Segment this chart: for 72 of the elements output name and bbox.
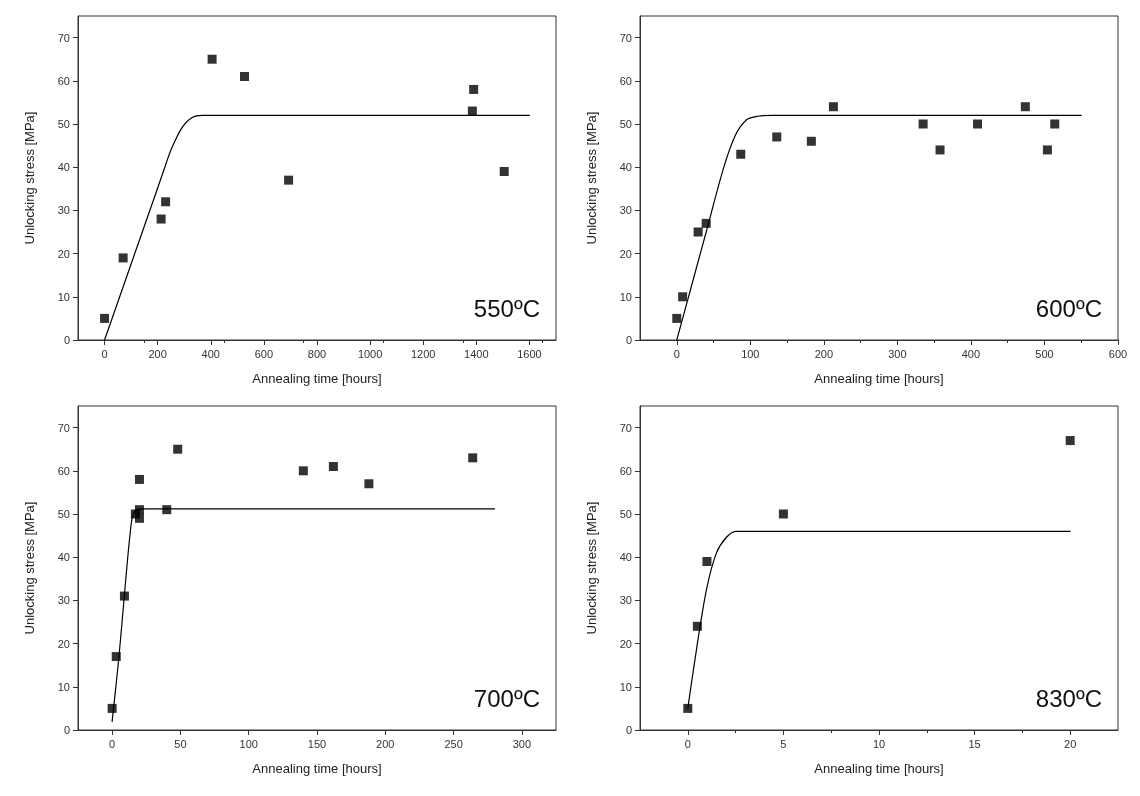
y-axis-title: Unlocking stress [MPa] — [22, 501, 37, 635]
y-tick-label: 10 — [57, 680, 70, 693]
x-tick-label: 800 — [307, 347, 327, 360]
y-tick-label: 30 — [57, 204, 70, 217]
x-tick-label: 1200 — [410, 347, 436, 360]
y-tick-label: 10 — [619, 680, 632, 693]
y-tick-label: 30 — [619, 594, 632, 607]
y-tick-label: 10 — [619, 290, 632, 303]
annotation: 550ºC — [473, 294, 540, 322]
x-tick-label: 0 — [101, 347, 108, 360]
y-axis-title: Unlocking stress [MPa] — [22, 111, 37, 245]
y-tick-label: 40 — [619, 551, 632, 564]
y-tick-label: 60 — [57, 464, 70, 477]
y-tick-label: 70 — [619, 421, 632, 434]
y-tick-label: 40 — [57, 161, 70, 174]
x-tick-label: 200 — [376, 737, 395, 750]
y-tick-label: 20 — [619, 247, 632, 260]
y-tick-label: 10 — [57, 290, 70, 303]
y-tick-label: 0 — [63, 724, 70, 736]
x-tick-label: 0 — [684, 737, 691, 750]
x-tick-label: 5 — [780, 737, 787, 750]
annotation: 700ºC — [473, 684, 540, 712]
y-tick-label: 50 — [619, 118, 632, 130]
x-tick-label: 250 — [444, 737, 463, 750]
x-axis-title: Annealing time [hours] — [252, 371, 382, 386]
x-tick-label: 20 — [1064, 737, 1077, 750]
x-axis-title: Annealing time [hours] — [814, 371, 944, 386]
y-axis-title: Unlocking stress [MPa] — [584, 501, 599, 635]
y-tick-label: 40 — [619, 161, 632, 174]
x-tick-label: 100 — [741, 347, 760, 360]
x-tick-label: 200 — [814, 347, 834, 360]
y-tick-label: 30 — [619, 204, 632, 217]
x-tick-label: 1400 — [464, 347, 489, 360]
y-tick-label: 20 — [57, 247, 70, 260]
x-tick-label: 0 — [673, 347, 680, 360]
y-tick-label: 50 — [619, 508, 632, 520]
x-tick-label: 400 — [201, 347, 220, 360]
y-tick-label: 20 — [57, 637, 70, 650]
x-tick-label: 300 — [888, 347, 907, 360]
y-tick-label: 0 — [63, 334, 70, 346]
x-tick-label: 300 — [512, 737, 532, 750]
x-tick-label: 200 — [148, 347, 167, 360]
y-tick-label: 30 — [57, 594, 70, 607]
x-tick-label: 600 — [254, 347, 274, 360]
annotation: 600ºC — [1035, 294, 1102, 322]
y-tick-label: 50 — [57, 508, 70, 520]
y-tick-label: 50 — [57, 118, 70, 130]
x-tick-label: 100 — [239, 737, 258, 750]
y-tick-label: 70 — [57, 421, 70, 434]
x-tick-label: 1000 — [357, 347, 383, 360]
x-axis-title: Annealing time [hours] — [252, 761, 382, 776]
y-tick-label: 70 — [57, 31, 70, 44]
y-tick-label: 60 — [57, 74, 70, 87]
x-axis-title: Annealing time [hours] — [814, 761, 944, 776]
x-tick-label: 600 — [1108, 347, 1128, 360]
x-tick-label: 400 — [961, 347, 981, 360]
x-tick-label: 150 — [307, 737, 327, 750]
y-tick-label: 60 — [619, 464, 632, 477]
x-tick-label: 500 — [1035, 347, 1054, 360]
x-tick-label: 10 — [872, 737, 886, 750]
y-tick-label: 0 — [625, 724, 632, 736]
x-tick-label: 15 — [968, 737, 981, 750]
x-tick-label: 50 — [174, 737, 187, 750]
y-tick-label: 40 — [57, 551, 70, 564]
x-tick-label: 1600 — [517, 347, 542, 360]
y-tick-label: 60 — [619, 74, 632, 87]
y-tick-label: 20 — [619, 637, 632, 650]
y-tick-label: 0 — [625, 334, 632, 346]
y-tick-label: 70 — [619, 31, 632, 44]
annotation: 830ºC — [1035, 684, 1102, 712]
y-axis-title: Unlocking stress [MPa] — [584, 111, 599, 245]
x-tick-label: 0 — [109, 737, 116, 750]
